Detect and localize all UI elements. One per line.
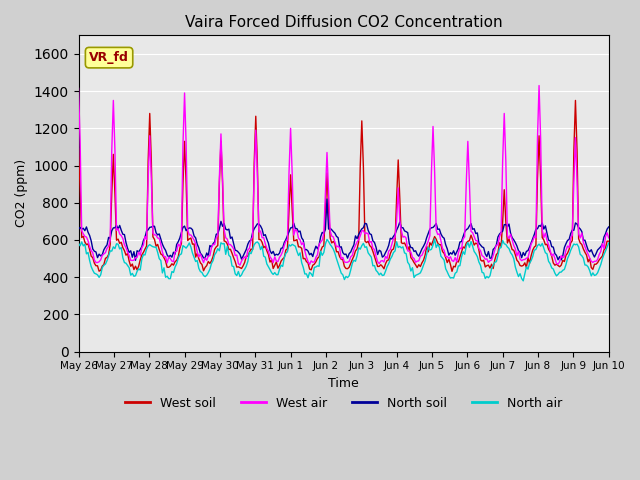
Title: Vaira Forced Diffusion CO2 Concentration: Vaira Forced Diffusion CO2 Concentration [185, 15, 502, 30]
Text: VR_fd: VR_fd [89, 51, 129, 64]
Y-axis label: CO2 (ppm): CO2 (ppm) [15, 159, 28, 228]
X-axis label: Time: Time [328, 377, 359, 390]
Legend: West soil, West air, North soil, North air: West soil, West air, North soil, North a… [120, 392, 567, 415]
